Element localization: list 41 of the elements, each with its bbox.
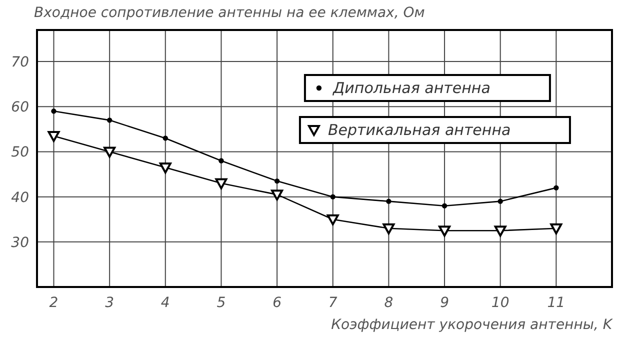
point (438, 226, 451, 237)
legend-label: Дипольная антенна (332, 79, 490, 97)
point (554, 185, 559, 190)
x-tick-label: 4 (160, 295, 170, 311)
point (386, 198, 392, 204)
point (498, 198, 503, 204)
y-tick-label: 70 (11, 54, 30, 71)
x-tick-label: 2 (49, 295, 58, 311)
y-tick-label: 60 (11, 100, 30, 116)
point (382, 223, 395, 234)
point (326, 214, 339, 226)
x-tick-label: 10 (491, 295, 510, 311)
legend: Дипольная антенна (304, 74, 551, 102)
x-tick-label: 3 (105, 295, 114, 311)
point (51, 108, 56, 114)
x-tick-label: 7 (328, 295, 338, 311)
point (104, 146, 116, 158)
x-tick-label: 11 (547, 295, 566, 311)
x-tick-label: 8 (384, 295, 394, 311)
point (215, 178, 228, 190)
point (550, 223, 562, 234)
x-tick-label: 5 (216, 295, 226, 311)
point (271, 190, 284, 201)
point (162, 136, 168, 141)
point (106, 118, 112, 123)
y-tick-label: 40 (11, 190, 30, 206)
chart-title: Входное сопротивление антенны на ее клеммах, Ом (34, 5, 426, 21)
point (274, 178, 280, 184)
legend: Вертикальная антенна (298, 116, 571, 144)
x-tick-label: 6 (272, 295, 282, 311)
legend-label: Вертикальная антенна (328, 121, 511, 139)
y-tick-label: 30 (11, 234, 30, 251)
x-tick-label: 9 (440, 295, 450, 311)
point (494, 226, 506, 237)
y-tick-label: 50 (11, 144, 30, 161)
point (330, 194, 336, 200)
point (159, 162, 172, 174)
point (442, 203, 448, 208)
point (218, 158, 224, 164)
x-axis-title: Коэффициент укорочения антенны, K (331, 317, 614, 333)
point (48, 130, 60, 142)
